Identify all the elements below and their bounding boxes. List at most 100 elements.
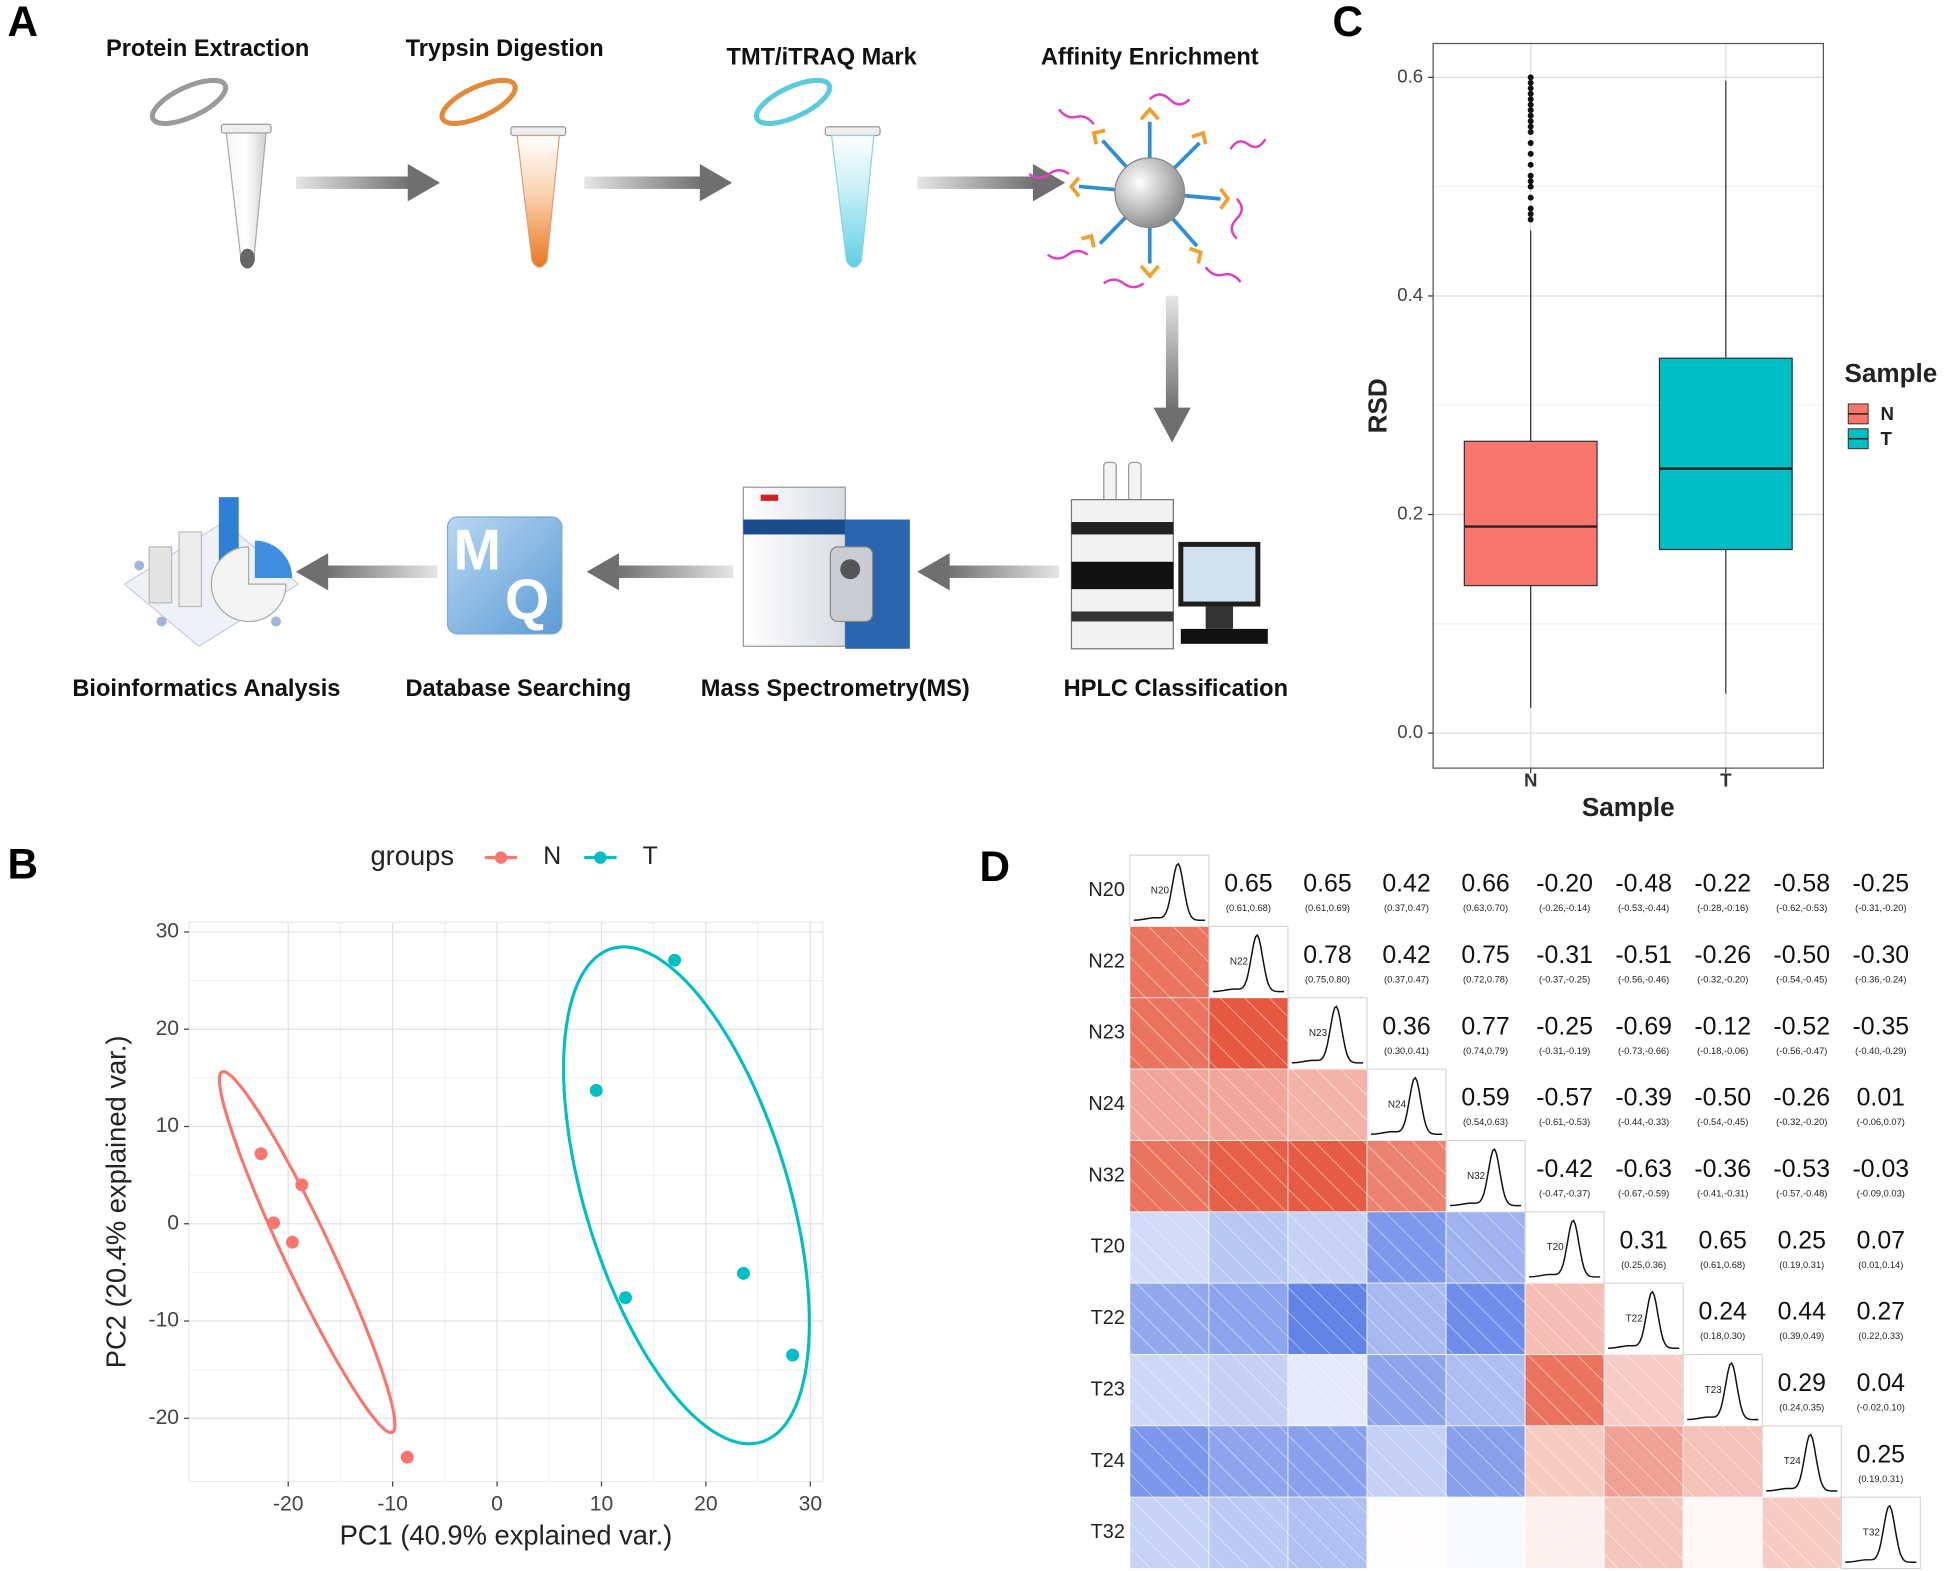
cell-hatch [1287, 1425, 1368, 1498]
diagonal-label: T22 [1626, 1313, 1644, 1324]
correlation-value: -0.26 [1773, 1085, 1830, 1112]
correlation-value: -0.63 [1615, 1156, 1672, 1183]
cell-hatch [1367, 1140, 1447, 1212]
outlier [1527, 123, 1534, 130]
cell-hatch [1208, 1140, 1288, 1212]
point [786, 1348, 800, 1362]
x-tick-label: T [1720, 770, 1732, 791]
diagonal-cell [1129, 854, 1210, 927]
confidence-interval: (0.37,0.47) [1384, 903, 1429, 913]
cell-hatch [1604, 1425, 1684, 1498]
correlation-value: 0.65 [1699, 1227, 1747, 1254]
outlier [1527, 211, 1534, 217]
y-tick-label: 10 [156, 1114, 179, 1137]
confidence-interval: (-0.54,-0.45) [1776, 974, 1827, 984]
arrow [917, 553, 1060, 591]
step-label: Database Searching [406, 676, 632, 702]
x-axis-label: PC1 (40.9% explained var.) [340, 1520, 673, 1551]
cell-hatch [1129, 1069, 1209, 1141]
row-label: T20 [1091, 1236, 1125, 1258]
cell-hatch [1129, 1211, 1209, 1284]
x-tick-label: 30 [799, 1493, 822, 1516]
outlier [1527, 90, 1534, 97]
cell-hatch [1683, 1425, 1763, 1498]
correlation-value: 0.75 [1461, 942, 1509, 969]
logo-letter: M [454, 518, 502, 582]
density-curve [1370, 1076, 1443, 1135]
correlation-value: -0.58 [1773, 871, 1830, 898]
cell-hatch [1129, 1425, 1209, 1498]
tube-icon [439, 77, 567, 268]
outlier [1527, 161, 1534, 168]
outlier [1527, 194, 1534, 201]
correlation-value: 0.65 [1224, 871, 1272, 898]
confidence-interval: (0.22,0.33) [1858, 1331, 1903, 1341]
confidence-interval: (-0.28,-0.16) [1697, 903, 1748, 913]
outlier [1527, 96, 1534, 103]
cell-hatch [1367, 1283, 1447, 1355]
correlation-value: 0.65 [1303, 871, 1351, 898]
confidence-interval: (0.25,0.36) [1621, 1260, 1666, 1270]
cell-hatch [1208, 1497, 1288, 1569]
correlation-value: 0.29 [1778, 1370, 1826, 1397]
cell-hatch [1604, 1497, 1684, 1569]
confidence-interval: (-0.53,-0.44) [1618, 903, 1669, 913]
cell-hatch [1525, 1425, 1605, 1498]
cell-hatch [1604, 1354, 1684, 1426]
confidence-interval: (-0.67,-0.59) [1618, 1188, 1669, 1198]
outlier [1527, 74, 1534, 81]
confidence-interval: (-0.54,-0.45) [1697, 1117, 1748, 1127]
correlation-value: -0.22 [1694, 871, 1751, 898]
point [400, 1450, 414, 1464]
bioinformatics-icon [123, 497, 300, 648]
panel-label: C [1332, 0, 1363, 45]
outlier [1527, 85, 1534, 92]
y-tick-label: 0.4 [1397, 284, 1423, 305]
outlier [1527, 172, 1534, 179]
box [1463, 440, 1598, 587]
correlation-value: -0.50 [1694, 1085, 1751, 1112]
step-label: Protein Extraction [106, 36, 309, 62]
correlation-value: -0.42 [1536, 1156, 1593, 1183]
correlation-value: -0.03 [1852, 1156, 1909, 1183]
arrow [586, 553, 734, 591]
confidence-interval: (-0.47,-0.37) [1539, 1188, 1590, 1198]
density-curve [1291, 1005, 1364, 1064]
correlation-value: -0.35 [1852, 1013, 1909, 1040]
tube-icon [149, 77, 272, 269]
correlation-value: 0.42 [1382, 942, 1430, 969]
bead-icon [1028, 93, 1267, 289]
confidence-interval: (0.54,0.63) [1463, 1117, 1508, 1127]
confidence-interval: (0.18,0.30) [1700, 1331, 1745, 1341]
mq-logo: M Q [446, 516, 563, 635]
cell-hatch [1525, 1354, 1605, 1426]
diagonal-cell [1682, 1353, 1763, 1427]
diagonal-cell [1840, 1496, 1921, 1570]
row-label: T23 [1091, 1378, 1125, 1400]
correlation-value: -0.69 [1615, 1013, 1672, 1040]
plot-background [188, 921, 824, 1483]
confidence-interval: (0.61,0.69) [1305, 903, 1350, 913]
correlation-value: -0.20 [1536, 871, 1593, 898]
x-tick-label: 20 [694, 1493, 717, 1516]
confidence-interval: (-0.06,0.07) [1857, 1117, 1905, 1127]
confidence-interval: (-0.31,-0.19) [1539, 1046, 1590, 1056]
arrow [295, 164, 441, 202]
y-tick-label: 0 [167, 1211, 179, 1234]
confidence-interval: (-0.02,0.10) [1857, 1402, 1905, 1412]
row-label: N32 [1088, 1164, 1124, 1186]
cell-hatch [1367, 1354, 1447, 1426]
y-tick-label: 0.2 [1397, 502, 1423, 523]
ellipse [562, 945, 811, 1446]
correlation-value: 0.78 [1303, 942, 1351, 969]
cell-hatch [1287, 1497, 1368, 1569]
diagonal-cell [1524, 1211, 1605, 1284]
x-tick-label: -10 [377, 1493, 408, 1516]
row-label: T24 [1091, 1450, 1125, 1472]
cell-hatch [1208, 1354, 1288, 1426]
confidence-interval: (-0.09,0.03) [1857, 1188, 1905, 1198]
correlation-value: 0.25 [1857, 1441, 1905, 1468]
correlation-value: 0.36 [1382, 1013, 1430, 1040]
correlation-value: 0.42 [1382, 871, 1430, 898]
point [589, 1084, 603, 1097]
